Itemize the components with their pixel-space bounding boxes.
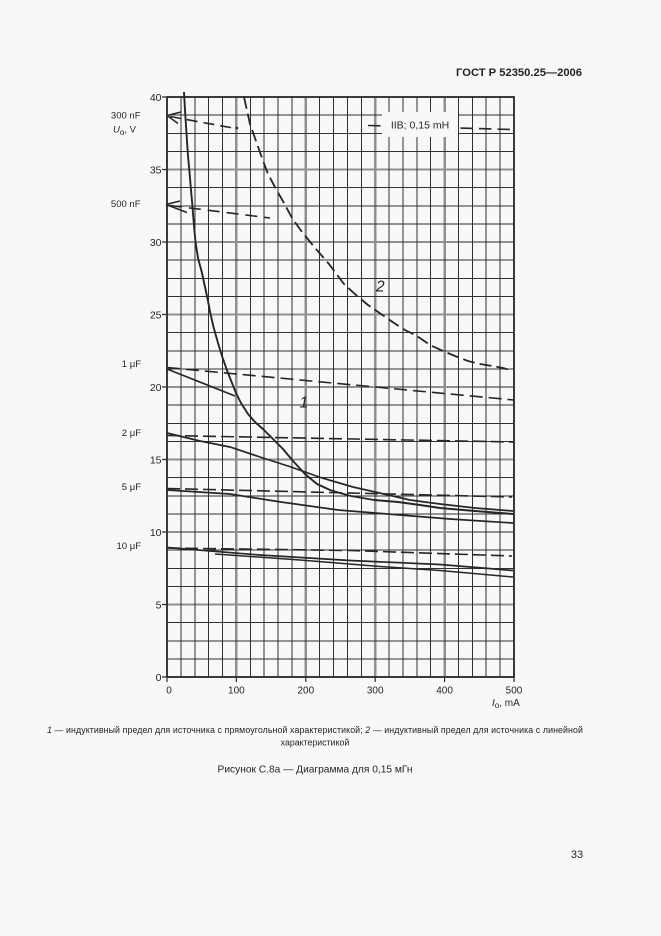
svg-text:400: 400 bbox=[436, 686, 453, 697]
svg-text:30: 30 bbox=[150, 237, 162, 249]
svg-text:IIB; 0,15 mH: IIB; 0,15 mH bbox=[391, 119, 449, 131]
svg-text:Uo, V: Uo, V bbox=[113, 125, 137, 138]
svg-text:500 nF: 500 nF bbox=[111, 199, 141, 210]
svg-text:25: 25 bbox=[150, 309, 162, 321]
svg-text:100: 100 bbox=[228, 686, 245, 697]
svg-text:1 — индуктивный предел для ист: 1 — индуктивный предел для источника с п… bbox=[47, 725, 583, 735]
svg-text:Рисунок С.8а — Диаграмма для 0: Рисунок С.8а — Диаграмма для 0,15 мГн bbox=[218, 765, 413, 776]
svg-text:Io, mA: Io, mA bbox=[492, 698, 520, 710]
svg-text:10: 10 bbox=[150, 527, 162, 539]
svg-text:35: 35 bbox=[150, 164, 162, 176]
svg-text:ГОСТ Р 52350.25—2006: ГОСТ Р 52350.25—2006 bbox=[456, 67, 582, 79]
svg-text:300 nF: 300 nF bbox=[111, 111, 141, 122]
svg-text:характеристикой: характеристикой bbox=[281, 738, 350, 748]
svg-text:2: 2 bbox=[375, 279, 385, 296]
svg-text:5: 5 bbox=[156, 599, 162, 611]
svg-text:200: 200 bbox=[297, 686, 314, 697]
svg-text:40: 40 bbox=[150, 92, 162, 104]
svg-text:1 μF: 1 μF bbox=[122, 359, 141, 370]
svg-text:33: 33 bbox=[571, 849, 583, 861]
svg-text:1: 1 bbox=[300, 395, 309, 412]
svg-text:5 μF: 5 μF bbox=[122, 482, 141, 493]
svg-text:300: 300 bbox=[367, 686, 384, 697]
svg-text:2 μF: 2 μF bbox=[122, 428, 141, 439]
svg-text:10 μF: 10 μF bbox=[117, 541, 142, 552]
svg-text:0: 0 bbox=[156, 672, 162, 684]
svg-text:15: 15 bbox=[150, 454, 162, 466]
svg-text:0: 0 bbox=[166, 686, 172, 697]
svg-text:500: 500 bbox=[506, 686, 523, 697]
svg-text:20: 20 bbox=[150, 382, 162, 394]
